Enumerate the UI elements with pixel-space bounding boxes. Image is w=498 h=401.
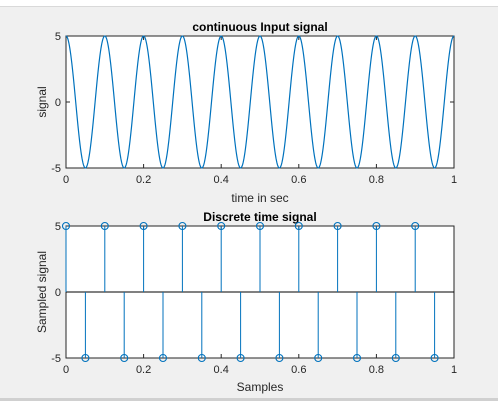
continuous-xlabel: time in sec xyxy=(231,191,288,205)
y-tick-label: 5 xyxy=(55,221,61,233)
window-bottom-edge xyxy=(0,398,498,401)
stem-marker xyxy=(61,221,71,231)
continuous-signal-title: continuous Input signal xyxy=(192,20,327,34)
stem-marker xyxy=(411,221,420,231)
continuous-plot-area xyxy=(65,35,455,169)
x-tick-label: 0 xyxy=(63,364,69,376)
discrete-ylabel: Sampled signal xyxy=(35,251,49,333)
stem-marker xyxy=(158,353,168,363)
discrete-xlabel: Samples xyxy=(237,380,284,394)
continuous-signal-axes: continuous Input signal 0 0.2 0.4 0.6 0.8 1 -5… xyxy=(35,20,457,205)
continuous-ylabel: signal xyxy=(35,86,49,117)
continuous-signal-line xyxy=(65,35,455,169)
stem-marker xyxy=(139,221,148,231)
stem-marker xyxy=(372,221,381,231)
stem-marker xyxy=(333,221,342,231)
stem-marker xyxy=(314,353,323,363)
y-tick-label: -5 xyxy=(51,163,61,175)
x-tick-label: 1 xyxy=(451,174,457,186)
x-tick-label: 1 xyxy=(451,364,457,376)
discrete-ticks: 0 0.2 0.4 0.6 0.8 1-505 xyxy=(51,221,457,376)
discrete-stems xyxy=(61,221,454,363)
discrete-signal-title: Discrete time signal xyxy=(203,210,316,224)
stem-marker xyxy=(236,353,245,363)
x-tick-label: 0.8 xyxy=(369,174,384,186)
x-tick-label: 0.4 xyxy=(214,174,229,186)
x-tick-label: 0.2 xyxy=(136,174,151,186)
stem-marker xyxy=(81,353,90,363)
y-tick-label: -5 xyxy=(51,353,61,365)
stem-marker xyxy=(275,353,284,363)
stem-marker xyxy=(217,221,226,231)
x-tick-label: 0.4 xyxy=(214,364,229,376)
stem-marker xyxy=(294,221,303,231)
x-tick-label: 0.2 xyxy=(136,364,151,376)
window-top-edge xyxy=(0,0,498,7)
stem-marker xyxy=(178,221,187,231)
stem-marker xyxy=(352,353,362,363)
x-tick-label: 0.6 xyxy=(291,364,306,376)
stem-marker xyxy=(255,221,265,231)
x-tick-label: 0.8 xyxy=(369,364,384,376)
discrete-signal-axes: Discrete time signal 0 0.2 0.4 0.6 0.8 1-505 … xyxy=(35,210,457,394)
stem-marker xyxy=(430,353,439,363)
y-tick-label: 0 xyxy=(55,97,61,109)
y-tick-label: 0 xyxy=(55,287,61,299)
y-tick-label: 5 xyxy=(55,31,61,43)
x-tick-label: 0.6 xyxy=(291,174,306,186)
continuous-ticks: 0 0.2 0.4 0.6 0.8 1-505 xyxy=(51,31,457,186)
stem-marker xyxy=(391,353,400,363)
stem-marker xyxy=(100,221,109,231)
stem-marker xyxy=(120,353,129,363)
stem-marker xyxy=(197,353,206,363)
x-tick-label: 0 xyxy=(63,174,69,186)
